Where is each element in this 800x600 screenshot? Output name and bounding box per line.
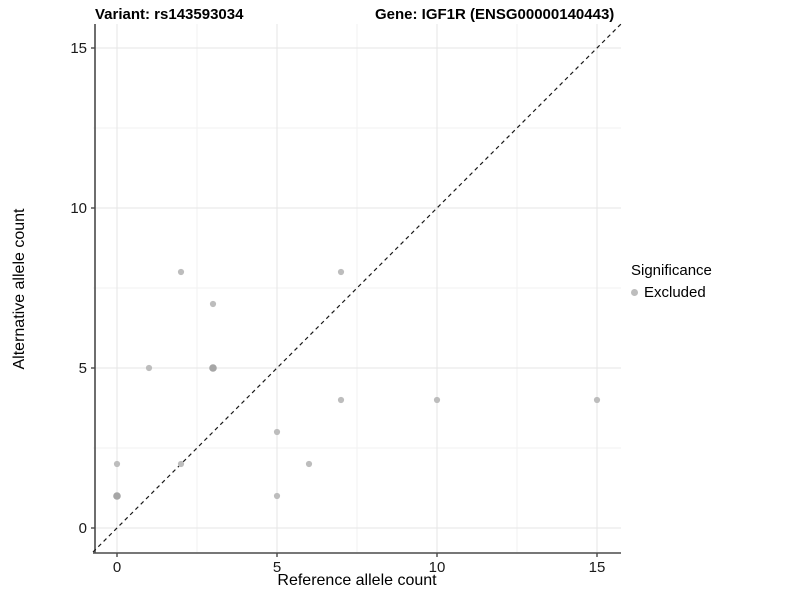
legend: Significance Excluded	[631, 262, 712, 301]
data-point	[433, 396, 441, 404]
data-point	[113, 460, 121, 468]
x-axis-tick-label: 10	[429, 559, 446, 576]
data-point	[177, 268, 185, 276]
y-axis-tick-label: 5	[79, 360, 87, 377]
x-axis-tick-label: 15	[589, 559, 606, 576]
data-point	[113, 492, 121, 500]
data-point	[209, 364, 217, 372]
legend-title: Significance	[631, 262, 712, 279]
y-axis-tick-label: 0	[79, 520, 87, 537]
data-point	[305, 460, 313, 468]
data-point	[273, 428, 281, 436]
legend-item-excluded: Excluded	[631, 284, 712, 301]
y-axis-tick-label: 10	[70, 200, 87, 217]
y-axis-title: Alternative allele count	[11, 208, 28, 370]
x-axis-title: Reference allele count	[277, 572, 437, 589]
data-point	[209, 300, 217, 308]
gene-title: Gene: IGF1R (ENSG00000140443)	[375, 6, 615, 23]
data-point	[593, 396, 601, 404]
data-point	[337, 268, 345, 276]
y-axis-tick-label: 15	[70, 40, 87, 57]
legend-point-icon	[631, 289, 638, 296]
x-axis-tick-label: 0	[113, 559, 121, 576]
variant-title: Variant: rs143593034	[95, 6, 244, 23]
legend-item-label: Excluded	[644, 284, 706, 301]
x-axis-tick-label: 5	[273, 559, 281, 576]
data-point	[145, 364, 153, 372]
data-point	[273, 492, 281, 500]
data-point	[337, 396, 345, 404]
data-point	[177, 460, 185, 468]
